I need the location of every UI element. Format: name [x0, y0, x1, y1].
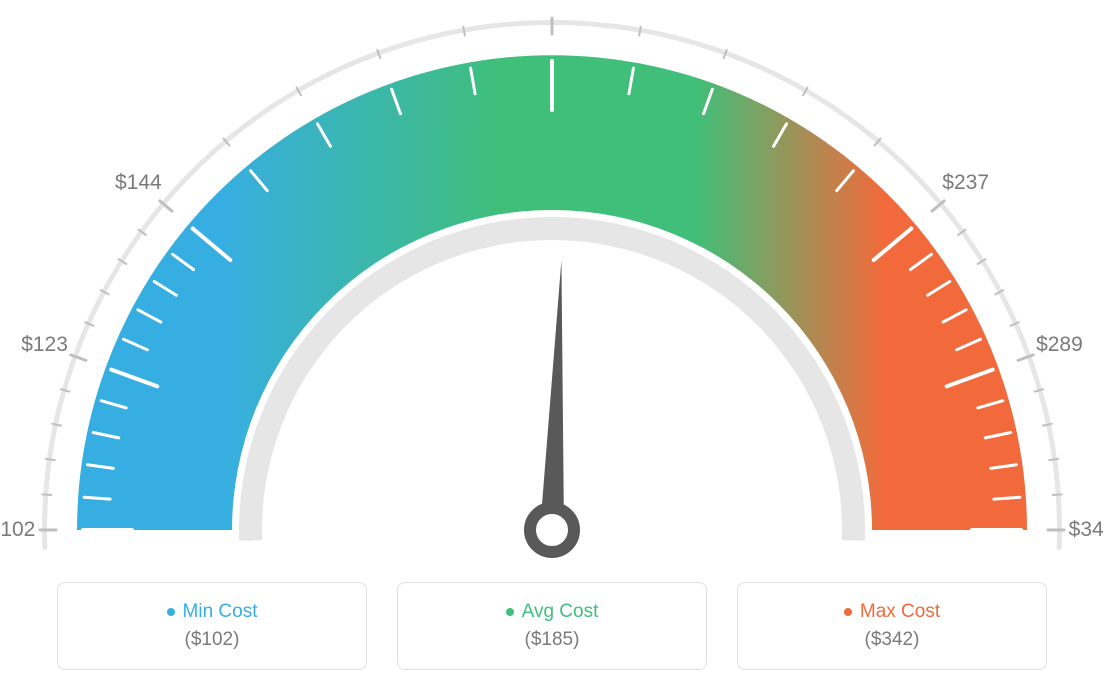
legend-card-min: Min Cost ($102)	[57, 582, 367, 670]
gauge-tick-label: $185	[529, 0, 576, 2]
legend-title-avg: Avg Cost	[506, 601, 599, 623]
legend-value-max: ($342)	[865, 629, 920, 651]
legend-dot-max	[844, 608, 852, 616]
gauge-tick-label: $102	[0, 518, 35, 542]
gauge-svg	[0, 0, 1104, 565]
legend-title-min: Min Cost	[167, 601, 258, 623]
legend-value-min: ($102)	[185, 629, 240, 651]
legend-title-max: Max Cost	[844, 601, 940, 623]
gauge-tick-label: $237	[942, 171, 989, 195]
gauge-tick-label: $289	[1036, 333, 1083, 357]
legend-label-max: Max Cost	[860, 601, 940, 623]
legend-label-avg: Avg Cost	[522, 601, 599, 623]
gauge-chart: $102 $123 $144 $185 $237 $289 $342	[0, 0, 1104, 565]
legend-dot-avg	[506, 608, 514, 616]
legend-dot-min	[167, 608, 175, 616]
gauge-tick-label: $123	[21, 333, 68, 357]
gauge-tick-label: $144	[115, 171, 162, 195]
legend-value-avg: ($185)	[525, 629, 580, 651]
legend-label-min: Min Cost	[183, 601, 258, 623]
gauge-tick-label: $342	[1069, 518, 1104, 542]
legend-row: Min Cost ($102) Avg Cost ($185) Max Cost…	[0, 582, 1104, 670]
cost-gauge-widget: $102 $123 $144 $185 $237 $289 $342 Min Cost ($…	[0, 0, 1104, 690]
legend-card-avg: Avg Cost ($185)	[397, 582, 707, 670]
legend-card-max: Max Cost ($342)	[737, 582, 1047, 670]
